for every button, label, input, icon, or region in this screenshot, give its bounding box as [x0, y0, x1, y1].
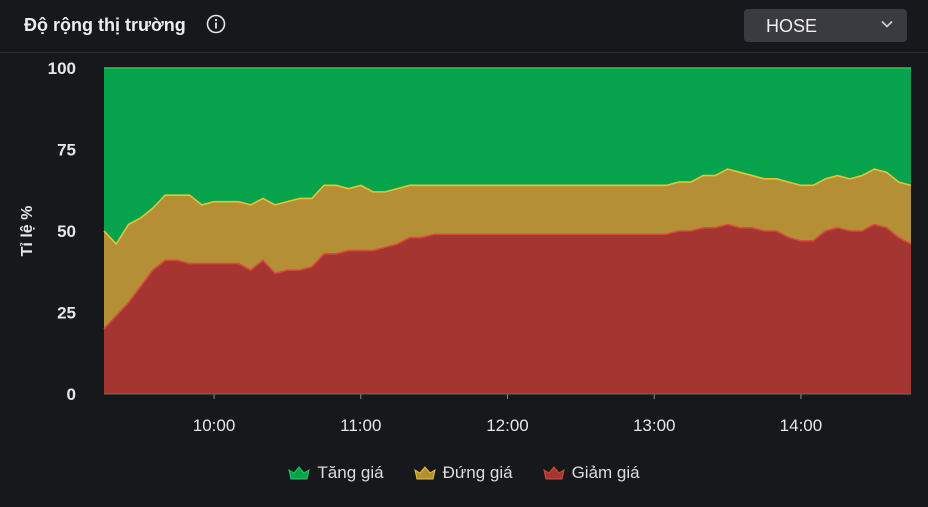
info-circle-icon[interactable]: [206, 14, 226, 34]
legend-label-tang-gia: Tăng giá: [317, 463, 384, 482]
legend-item-tang-gia[interactable]: Tăng giá: [288, 463, 384, 483]
chart-legend: Tăng giá Đứng giá Giảm giá: [0, 460, 928, 486]
area-dung-gia: [104, 169, 911, 329]
area-giam-gia: [104, 224, 911, 394]
legend-marker-tang-gia: [288, 466, 311, 480]
x-tick-label: 13:00: [633, 416, 676, 435]
y-tick-label: 50: [57, 222, 76, 241]
area-tang-gia: [104, 68, 911, 245]
y-axis-label: Tỉ lệ %: [19, 206, 36, 257]
panel-header: Độ rộng thị trường HOSE: [0, 0, 928, 53]
y-tick-label: 75: [57, 141, 76, 160]
legend-label-giam-gia: Giảm giá: [571, 463, 640, 482]
y-tick-label: 0: [67, 385, 76, 404]
x-tick-label: 11:00: [340, 416, 381, 435]
legend-item-dung-gia[interactable]: Đứng giá: [413, 463, 513, 483]
area-dung-gia-line: [103, 168, 912, 246]
legend-marker-dung-gia: [413, 466, 436, 480]
y-tick-label: 100: [48, 59, 76, 78]
legend-item-giam-gia[interactable]: Giảm giá: [542, 463, 640, 483]
y-tick-label: 25: [57, 304, 76, 323]
legend-label-dung-gia: Đứng giá: [442, 463, 513, 482]
exchange-select[interactable]: HOSE: [744, 9, 907, 42]
exchange-select-value: HOSE: [766, 16, 818, 36]
x-tick-label: 14:00: [780, 416, 823, 435]
legend-marker-giam-gia: [542, 466, 565, 480]
x-tick-label: 12:00: [486, 416, 529, 435]
chevron-down-icon: [881, 20, 893, 28]
panel-title: Độ rộng thị trường: [24, 15, 186, 35]
area-giam-gia-line: [103, 223, 912, 330]
x-tick-label: 10:00: [193, 416, 236, 435]
market-breadth-chart: 0 25 50 75 100 10:00 11:00 12:00 13:00 14:00 Tỉ lệ…: [19, 59, 912, 435]
